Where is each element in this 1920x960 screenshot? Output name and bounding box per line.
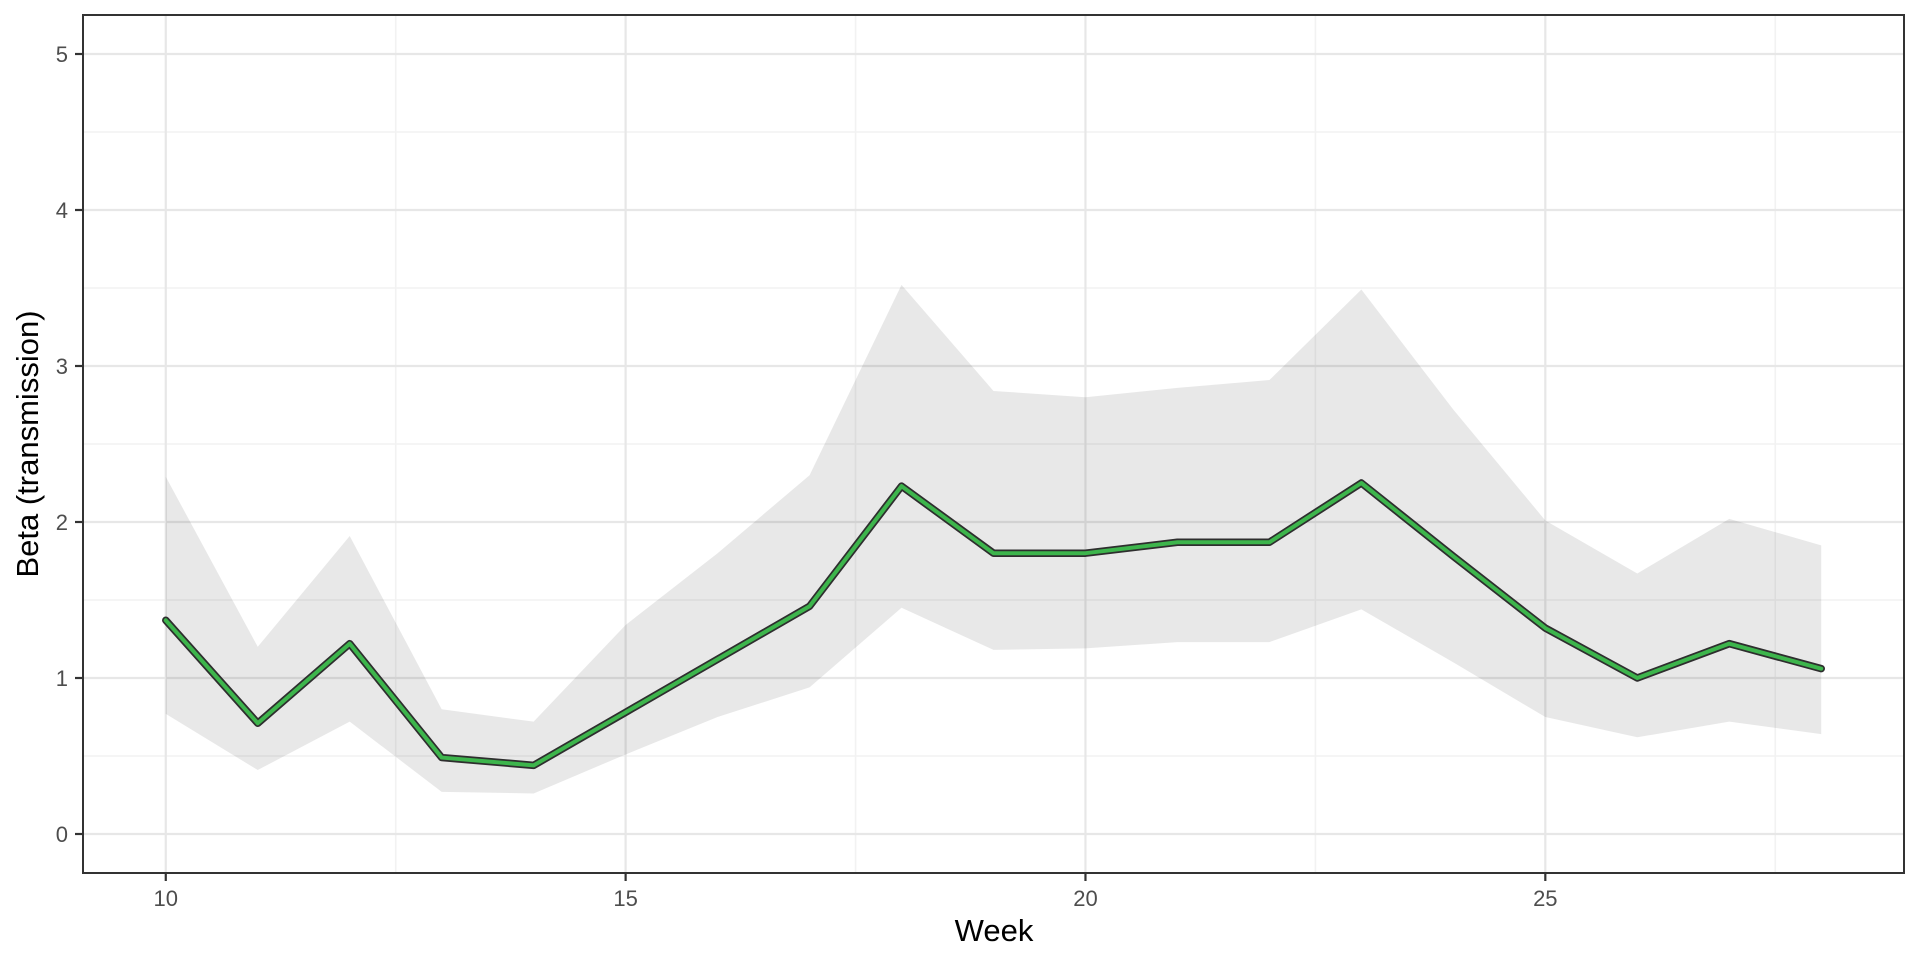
axis-tick-labels: 10 15 20 25 0 1 2 3 4 5: [56, 42, 1558, 911]
minor-gridlines: [83, 15, 1904, 873]
x-axis-title: Week: [955, 913, 1034, 948]
axis-tick-marks: [75, 52, 1547, 881]
beta-line-core: [163, 481, 1824, 768]
x-tick-label: 25: [1533, 886, 1557, 911]
y-tick-label: 3: [56, 354, 68, 379]
confidence-band-area: [165, 284, 1822, 794]
x-tick-label: 10: [154, 886, 178, 911]
x-tick-label: 20: [1073, 886, 1097, 911]
confidence-ribbon: [165, 284, 1822, 794]
y-tick-label: 2: [56, 510, 68, 535]
y-axis-title: Beta (transmission): [10, 310, 45, 577]
y-tick-label: 4: [56, 198, 68, 223]
x-tick-label: 15: [613, 886, 637, 911]
beta-line: [162, 479, 1825, 770]
major-gridlines: [83, 15, 1904, 873]
y-tick-label: 0: [56, 822, 68, 847]
y-tick-label: 5: [56, 42, 68, 67]
y-tick-label: 1: [56, 666, 68, 691]
panel-border: [82, 14, 1905, 874]
